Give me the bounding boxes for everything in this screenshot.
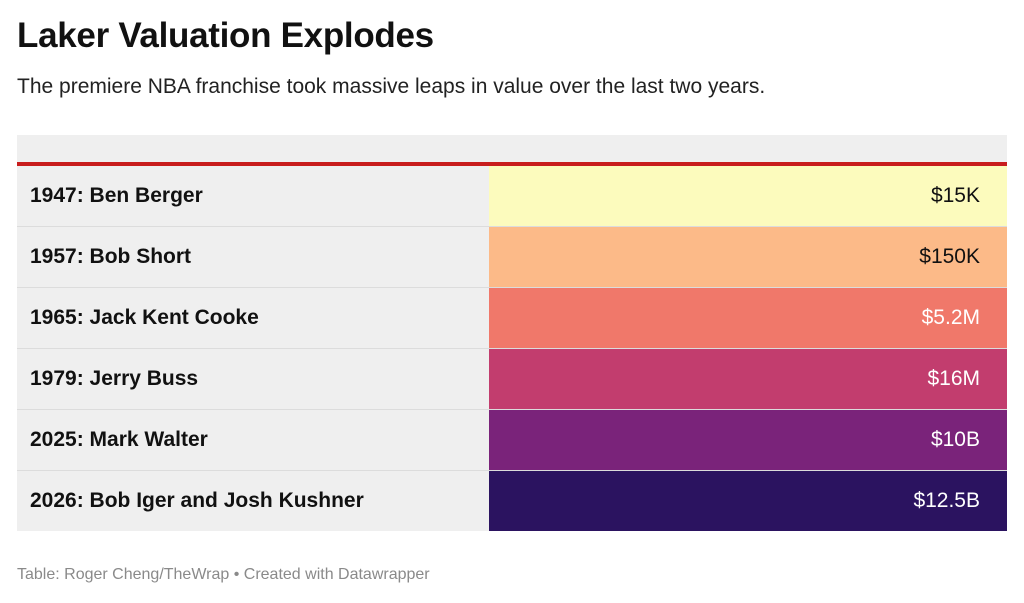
table-row: 1957: Bob Short $150K bbox=[17, 227, 1007, 288]
table-row: 1947: Ben Berger $15K bbox=[17, 166, 1007, 227]
table-body: 1947: Ben Berger $15K 1957: Bob Short $150K… bbox=[17, 166, 1007, 531]
owner-label: 1957: Bob Short bbox=[17, 227, 489, 287]
valuation-cell: $16M bbox=[489, 349, 1007, 409]
valuation-cell: $150K bbox=[489, 227, 1007, 287]
chart-title: Laker Valuation Explodes bbox=[17, 16, 434, 55]
footer-credit: Created with Datawrapper bbox=[243, 566, 430, 583]
valuation-table: 1947: Ben Berger $15K 1957: Bob Short $150K… bbox=[17, 135, 1007, 531]
owner-label: 1965: Jack Kent Cooke bbox=[17, 288, 489, 348]
table-row: 2025: Mark Walter $10B bbox=[17, 410, 1007, 471]
chart-subtitle: The premiere NBA franchise took massive … bbox=[17, 75, 766, 98]
valuation-cell: $12.5B bbox=[489, 471, 1007, 531]
owner-label: 2026: Bob Iger and Josh Kushner bbox=[17, 471, 489, 531]
table-row: 2026: Bob Iger and Josh Kushner $12.5B bbox=[17, 471, 1007, 531]
table-row: 1965: Jack Kent Cooke $5.2M bbox=[17, 288, 1007, 349]
valuation-cell: $5.2M bbox=[489, 288, 1007, 348]
footer: Table: Roger Cheng/TheWrap • Created wit… bbox=[17, 566, 430, 584]
table-row: 1979: Jerry Buss $16M bbox=[17, 349, 1007, 410]
footer-source: Table: Roger Cheng/TheWrap bbox=[17, 566, 230, 583]
owner-label: 2025: Mark Walter bbox=[17, 410, 489, 470]
owner-label: 1947: Ben Berger bbox=[17, 166, 489, 226]
footer-separator: • bbox=[229, 566, 244, 583]
valuation-cell: $10B bbox=[489, 410, 1007, 470]
table-header bbox=[17, 135, 1007, 166]
owner-label: 1979: Jerry Buss bbox=[17, 349, 489, 409]
valuation-cell: $15K bbox=[489, 166, 1007, 226]
